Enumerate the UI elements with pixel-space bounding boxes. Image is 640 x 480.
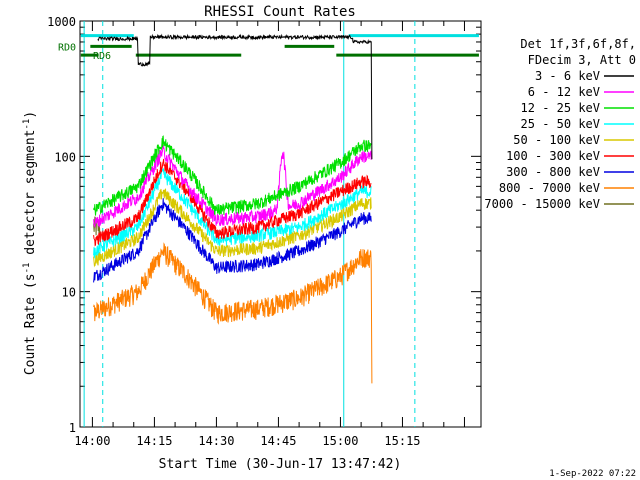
series-line-800-7000keV xyxy=(93,242,373,384)
legend-entry-label: 50 - 100 keV xyxy=(513,133,600,147)
legend-header-line-1: Det 1f,3f,6f,8f, xyxy=(520,37,636,51)
x-tick-label: 15:00 xyxy=(322,434,358,448)
y-tick-label: 1 xyxy=(69,421,76,435)
legend-entry-label: 12 - 25 keV xyxy=(521,101,600,115)
series-line-100-300keV xyxy=(93,158,372,247)
series-line-12-25keV xyxy=(93,135,372,216)
x-axis-label: Start Time (30-Jun-17 13:47:42) xyxy=(159,457,402,472)
rd0-label: RD0 xyxy=(58,42,76,53)
plot-frame xyxy=(79,20,482,428)
svg-text:Count Rate (s-1 detector segme: Count Rate (s-1 detector segment-1) xyxy=(22,111,38,375)
x-tick-label: 14:15 xyxy=(136,434,172,448)
x-tick-label: 15:15 xyxy=(384,434,420,448)
legend-header-line-2: FDecim 3, Att 0 xyxy=(528,53,636,67)
legend-entry-label: 300 - 800 keV xyxy=(506,165,600,179)
series-line-25-50keV xyxy=(93,167,372,260)
rd6-label: RD6 xyxy=(93,51,111,62)
y-tick-label: 1000 xyxy=(47,15,76,29)
series-line-3-6keV xyxy=(97,33,373,160)
legend-entry-label: 7000 - 15000 keV xyxy=(484,197,600,211)
series-line-6-12keV xyxy=(93,144,372,229)
legend: 3 - 6 keV 6 - 12 keV 12 - 25 keV 25 - 50 ke… xyxy=(484,69,634,211)
legend-entry-label: 25 - 50 keV xyxy=(521,117,600,131)
series-line-50-100keV xyxy=(93,188,372,268)
legend-entry-label: 6 - 12 keV xyxy=(528,85,600,99)
x-tick-label: 14:30 xyxy=(198,434,234,448)
series-line-300-800keV xyxy=(93,198,372,283)
y-tick-label: 100 xyxy=(54,150,76,164)
legend-entry-label: 3 - 6 keV xyxy=(535,69,600,83)
timestamp: 1-Sep-2022 07:22 xyxy=(549,469,636,479)
y-axis-label: Count Rate (s-1 detector segment-1) xyxy=(22,111,38,375)
x-tick-label: 14:45 xyxy=(260,434,296,448)
legend-entry-label: 100 - 300 keV xyxy=(506,149,600,163)
x-tick-label: 14:00 xyxy=(74,434,110,448)
legend-entry-label: 800 - 7000 keV xyxy=(499,181,600,195)
plot-area: 1 10 100 1000 14:00 14:15 14:30 14:45 15:00 15:15… xyxy=(47,15,482,448)
chart-title: RHESSI Count Rates xyxy=(204,4,356,20)
y-tick-label: 10 xyxy=(62,286,76,300)
